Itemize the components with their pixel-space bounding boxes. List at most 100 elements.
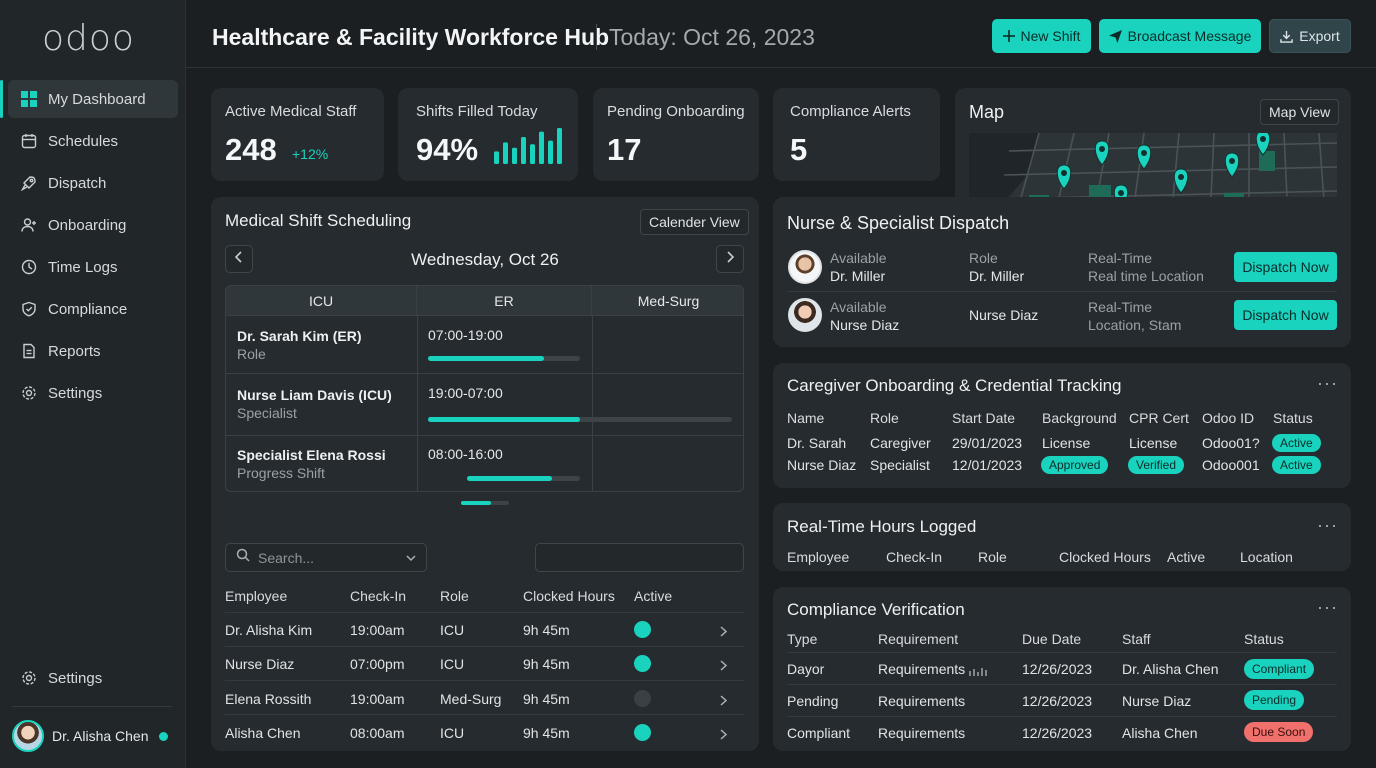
- scroll-indicator[interactable]: [461, 501, 509, 505]
- column-header-med-surg[interactable]: Med-Surg: [592, 286, 743, 315]
- table-header-requirement[interactable]: Requirement: [878, 631, 959, 647]
- dispatch-now-button[interactable]: Dispatch Now: [1234, 252, 1337, 282]
- table-header-status[interactable]: Status: [1244, 631, 1284, 647]
- app-logo[interactable]: odoo: [42, 18, 135, 59]
- sidebar-bottom: Settings: [8, 659, 178, 701]
- table-header-checkin[interactable]: Check-In: [350, 588, 407, 604]
- schedule-row[interactable]: Nurse Liam Davis (ICU) Specialist 19:00-…: [226, 373, 743, 435]
- stat-card-pending-onboarding[interactable]: Pending Onboarding 17: [593, 88, 759, 181]
- row-divider: [225, 714, 744, 715]
- title-divider: [596, 24, 597, 50]
- sidebar-item-settings[interactable]: Settings: [8, 374, 178, 412]
- more-options-icon[interactable]: ···: [1317, 515, 1338, 535]
- table-header-name[interactable]: Name: [787, 410, 825, 426]
- grid-divider: [417, 315, 418, 491]
- user-profile[interactable]: Dr. Alisha Chen: [12, 718, 180, 754]
- cell-staff: Nurse Diaz: [1122, 693, 1192, 709]
- map-pin-icon[interactable]: [1224, 152, 1240, 178]
- column-header-er[interactable]: ER: [417, 286, 592, 315]
- stat-card-compliance-alerts[interactable]: Compliance Alerts 5: [773, 88, 940, 181]
- chevron-right-icon[interactable]: [720, 658, 728, 676]
- cell-staff: Dr. Alisha Chen: [1122, 661, 1219, 677]
- cell-employee: Nurse Diaz: [225, 656, 295, 672]
- status-badge: Due Soon: [1244, 722, 1314, 742]
- table-header-role[interactable]: Role: [440, 588, 469, 604]
- chevron-down-icon[interactable]: [406, 549, 416, 567]
- table-header-active[interactable]: Active: [634, 588, 673, 604]
- more-options-icon[interactable]: ···: [1317, 597, 1338, 617]
- table-header-employee[interactable]: Employee: [787, 549, 850, 565]
- dispatch-now-button[interactable]: Dispatch Now: [1234, 300, 1337, 330]
- sidebar-item-label: Schedules: [48, 132, 119, 150]
- online-status-dot: [158, 731, 168, 741]
- search-input[interactable]: [258, 549, 398, 566]
- table-header-employee[interactable]: Employee: [225, 588, 288, 604]
- stat-card-shifts-filled[interactable]: Shifts Filled Today 94%: [398, 88, 578, 181]
- location-value: Location, Stam: [1088, 317, 1182, 333]
- new-shift-button[interactable]: New Shift: [992, 19, 1091, 53]
- map-pins: [1056, 133, 1295, 238]
- onboarding-card: Caregiver Onboarding & Credential Tracki…: [773, 363, 1351, 488]
- sidebar-divider: [12, 706, 172, 707]
- attachment-icon[interactable]: [969, 665, 991, 683]
- column-header-icu[interactable]: ICU: [226, 286, 417, 315]
- table-header-status[interactable]: Status: [1273, 410, 1313, 426]
- broadcast-message-button[interactable]: Broadcast Message: [1099, 19, 1261, 53]
- chevron-right-icon[interactable]: [720, 727, 728, 745]
- sidebar-item-compliance[interactable]: Compliance: [8, 290, 178, 328]
- table-header-background[interactable]: Background: [1042, 410, 1117, 426]
- spark-bar: [521, 137, 526, 164]
- map-pin-icon[interactable]: [1056, 164, 1072, 190]
- map-pin-icon[interactable]: [1094, 140, 1110, 166]
- stat-card-active-staff[interactable]: Active Medical Staff 248 +12%: [211, 88, 384, 181]
- next-day-button[interactable]: [716, 245, 744, 273]
- location-label: Real-Time: [1088, 299, 1153, 315]
- map-pin-icon[interactable]: [1255, 133, 1271, 156]
- chevron-right-icon[interactable]: [720, 624, 728, 642]
- search-field[interactable]: [225, 543, 427, 572]
- table-header-cpr-cert[interactable]: CPR Cert: [1129, 410, 1189, 426]
- calendar-view-button[interactable]: Calender View: [640, 209, 749, 235]
- table-header-location[interactable]: Location: [1240, 549, 1293, 565]
- user-plus-icon: [20, 216, 38, 234]
- schedule-row[interactable]: Specialist Elena Rossi Progress Shift 08…: [226, 435, 743, 491]
- table-header-type[interactable]: Type: [787, 631, 818, 647]
- table-header-odoo-id[interactable]: Odoo ID: [1202, 410, 1255, 426]
- table-header-start-date[interactable]: Start Date: [952, 410, 1016, 426]
- map-pin-icon[interactable]: [1173, 168, 1189, 194]
- table-header-role[interactable]: Role: [978, 549, 1007, 565]
- table-header-checkin[interactable]: Check-In: [886, 549, 943, 565]
- more-options-icon[interactable]: ···: [1317, 373, 1338, 393]
- table-header-role[interactable]: Role: [870, 410, 899, 426]
- sidebar-item-onboarding[interactable]: Onboarding: [8, 206, 178, 244]
- table-header-active[interactable]: Active: [1167, 549, 1206, 565]
- table-header-clocked-hours[interactable]: Clocked Hours: [1059, 549, 1151, 565]
- table-header-staff[interactable]: Staff: [1122, 631, 1151, 647]
- map-pin-icon[interactable]: [1136, 144, 1152, 170]
- status-badge: Pending: [1244, 690, 1305, 710]
- cell-role: Caregiver: [870, 435, 931, 451]
- row-divider: [787, 684, 1337, 685]
- prev-day-button[interactable]: [225, 245, 253, 273]
- active-status-dot: [634, 621, 651, 638]
- cell-employee: Dr. Alisha Kim: [225, 622, 313, 638]
- schedule-row[interactable]: Dr. Sarah Kim (ER) Role 07:00-19:00: [226, 315, 743, 373]
- table-header-due-date[interactable]: Due Date: [1022, 631, 1082, 647]
- avatar: [788, 250, 822, 284]
- sidebar-item-dashboard[interactable]: My Dashboard: [8, 80, 178, 118]
- sidebar-bottom-settings[interactable]: Settings: [8, 659, 178, 697]
- cell-start-date: 12/01/2023: [952, 457, 1023, 473]
- broadcast-label: Broadcast Message: [1127, 28, 1252, 44]
- shift-time: 19:00-07:00: [428, 385, 503, 401]
- card-title: Medical Shift Scheduling: [225, 211, 412, 230]
- sidebar-item-time-logs[interactable]: Time Logs: [8, 248, 178, 286]
- sidebar-item-schedules[interactable]: Schedules: [8, 122, 178, 160]
- chevron-right-icon[interactable]: [720, 693, 728, 711]
- export-button[interactable]: Export: [1269, 19, 1351, 53]
- sidebar-item-reports[interactable]: Reports: [8, 332, 178, 370]
- filter-input[interactable]: [535, 543, 744, 572]
- cell-due-date: 12/26/2023: [1022, 661, 1093, 677]
- sidebar-item-dispatch[interactable]: Dispatch: [8, 164, 178, 202]
- map-view-button[interactable]: Map View: [1260, 99, 1340, 125]
- table-header-clocked-hours[interactable]: Clocked Hours: [523, 588, 615, 604]
